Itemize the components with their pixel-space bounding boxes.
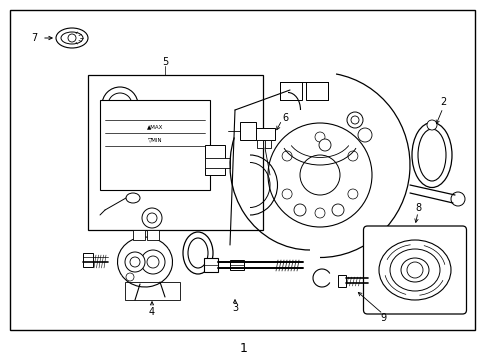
Bar bbox=[264, 140, 270, 148]
Ellipse shape bbox=[378, 240, 450, 300]
Circle shape bbox=[125, 252, 145, 272]
Text: 4: 4 bbox=[149, 307, 155, 317]
Bar bbox=[240, 122, 256, 140]
Text: ▲MAX: ▲MAX bbox=[146, 125, 163, 130]
Circle shape bbox=[450, 192, 464, 206]
Circle shape bbox=[126, 273, 134, 281]
Ellipse shape bbox=[400, 258, 428, 282]
Bar bbox=[133, 230, 145, 240]
Circle shape bbox=[147, 256, 159, 268]
Text: 8: 8 bbox=[414, 203, 420, 213]
Bar bbox=[337, 275, 345, 287]
Circle shape bbox=[331, 204, 343, 216]
Circle shape bbox=[267, 123, 371, 227]
Ellipse shape bbox=[56, 28, 88, 48]
Bar bbox=[305, 82, 327, 100]
Bar bbox=[88, 75, 263, 230]
Bar bbox=[83, 253, 93, 267]
Bar bbox=[280, 82, 302, 100]
Circle shape bbox=[102, 87, 138, 123]
Circle shape bbox=[293, 204, 305, 216]
Circle shape bbox=[318, 139, 330, 151]
Circle shape bbox=[347, 189, 357, 199]
Circle shape bbox=[130, 257, 140, 267]
Ellipse shape bbox=[411, 122, 451, 188]
Bar bbox=[204, 145, 224, 175]
Bar bbox=[147, 230, 159, 240]
Ellipse shape bbox=[61, 32, 83, 44]
Circle shape bbox=[314, 132, 325, 142]
Text: 1: 1 bbox=[240, 342, 247, 355]
Ellipse shape bbox=[126, 193, 140, 203]
Text: 6: 6 bbox=[282, 113, 287, 123]
FancyBboxPatch shape bbox=[363, 226, 466, 314]
Circle shape bbox=[426, 120, 436, 130]
Circle shape bbox=[406, 262, 422, 278]
Bar bbox=[254, 128, 274, 140]
Circle shape bbox=[347, 151, 357, 161]
Circle shape bbox=[299, 155, 339, 195]
Bar bbox=[10, 10, 474, 330]
Text: 2: 2 bbox=[439, 97, 445, 107]
Bar bbox=[100, 100, 209, 190]
Circle shape bbox=[346, 112, 362, 128]
Text: ▽MIN: ▽MIN bbox=[147, 138, 162, 143]
Circle shape bbox=[142, 208, 162, 228]
Ellipse shape bbox=[389, 249, 439, 291]
Circle shape bbox=[357, 128, 371, 142]
Bar bbox=[203, 258, 218, 272]
Circle shape bbox=[108, 93, 132, 117]
Bar bbox=[204, 158, 229, 168]
Circle shape bbox=[68, 34, 76, 42]
Text: 9: 9 bbox=[379, 313, 385, 323]
Text: 3: 3 bbox=[231, 303, 238, 313]
Ellipse shape bbox=[187, 238, 207, 268]
Text: 7: 7 bbox=[31, 33, 37, 43]
Bar bbox=[229, 260, 244, 270]
Circle shape bbox=[147, 213, 157, 223]
Circle shape bbox=[141, 250, 164, 274]
Circle shape bbox=[282, 189, 291, 199]
Circle shape bbox=[350, 116, 358, 124]
Bar bbox=[125, 282, 180, 300]
Bar bbox=[257, 140, 263, 148]
Circle shape bbox=[282, 151, 291, 161]
Ellipse shape bbox=[183, 232, 213, 274]
Text: 5: 5 bbox=[162, 57, 168, 67]
Ellipse shape bbox=[417, 129, 445, 181]
Circle shape bbox=[314, 208, 325, 218]
